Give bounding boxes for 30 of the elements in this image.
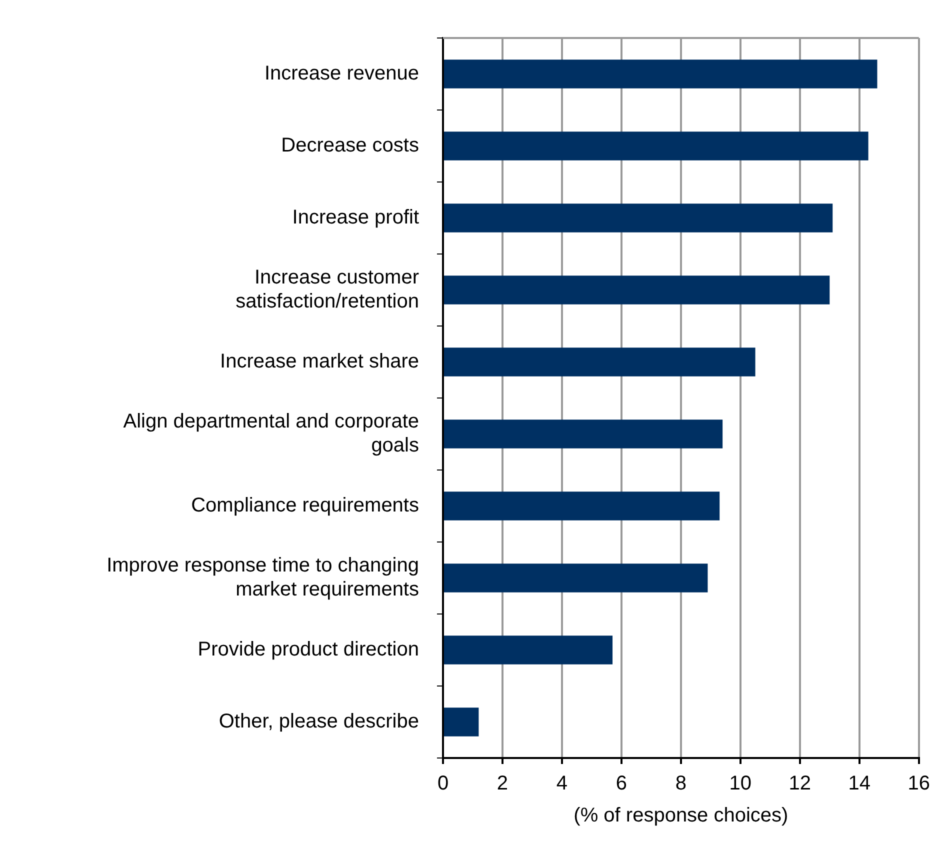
bar — [444, 492, 720, 520]
x-tick-label: 2 — [496, 772, 508, 795]
y-tick-label: Increase market share — [220, 350, 419, 373]
y-tick-label: Align departmental and corporate goals — [123, 410, 419, 457]
x-tick-label: 4 — [556, 772, 568, 795]
y-tick-label: Provide product direction — [198, 638, 419, 661]
y-tick-label: Compliance requirements — [191, 494, 419, 517]
y-tick-label: Other, please describe — [218, 710, 419, 733]
x-tick-label: 0 — [437, 772, 449, 795]
bar — [444, 348, 756, 376]
x-tick-label: 12 — [788, 772, 812, 795]
y-tick-label: Improve response time to changing market requirements — [106, 554, 419, 601]
x-tick-label: 8 — [675, 772, 686, 795]
y-tick-label: Increase customer satisfaction/retention — [236, 266, 420, 313]
bar — [444, 60, 878, 88]
x-tick-label: 6 — [616, 772, 628, 795]
y-tick-label: Decrease costs — [281, 134, 419, 157]
bar — [444, 708, 479, 736]
x-tick-label: 16 — [908, 772, 930, 795]
bar — [444, 564, 708, 592]
bar — [444, 276, 830, 304]
y-tick-label: Increase revenue — [264, 62, 419, 85]
x-tick-label: 14 — [848, 772, 871, 795]
y-tick-label: Increase profit — [292, 206, 420, 229]
x-axis-title: (% of response choices) — [574, 804, 788, 827]
bar — [444, 132, 868, 160]
bar — [444, 636, 613, 664]
bar — [444, 204, 833, 232]
x-tick-label: 10 — [729, 772, 752, 795]
bar — [444, 420, 723, 448]
